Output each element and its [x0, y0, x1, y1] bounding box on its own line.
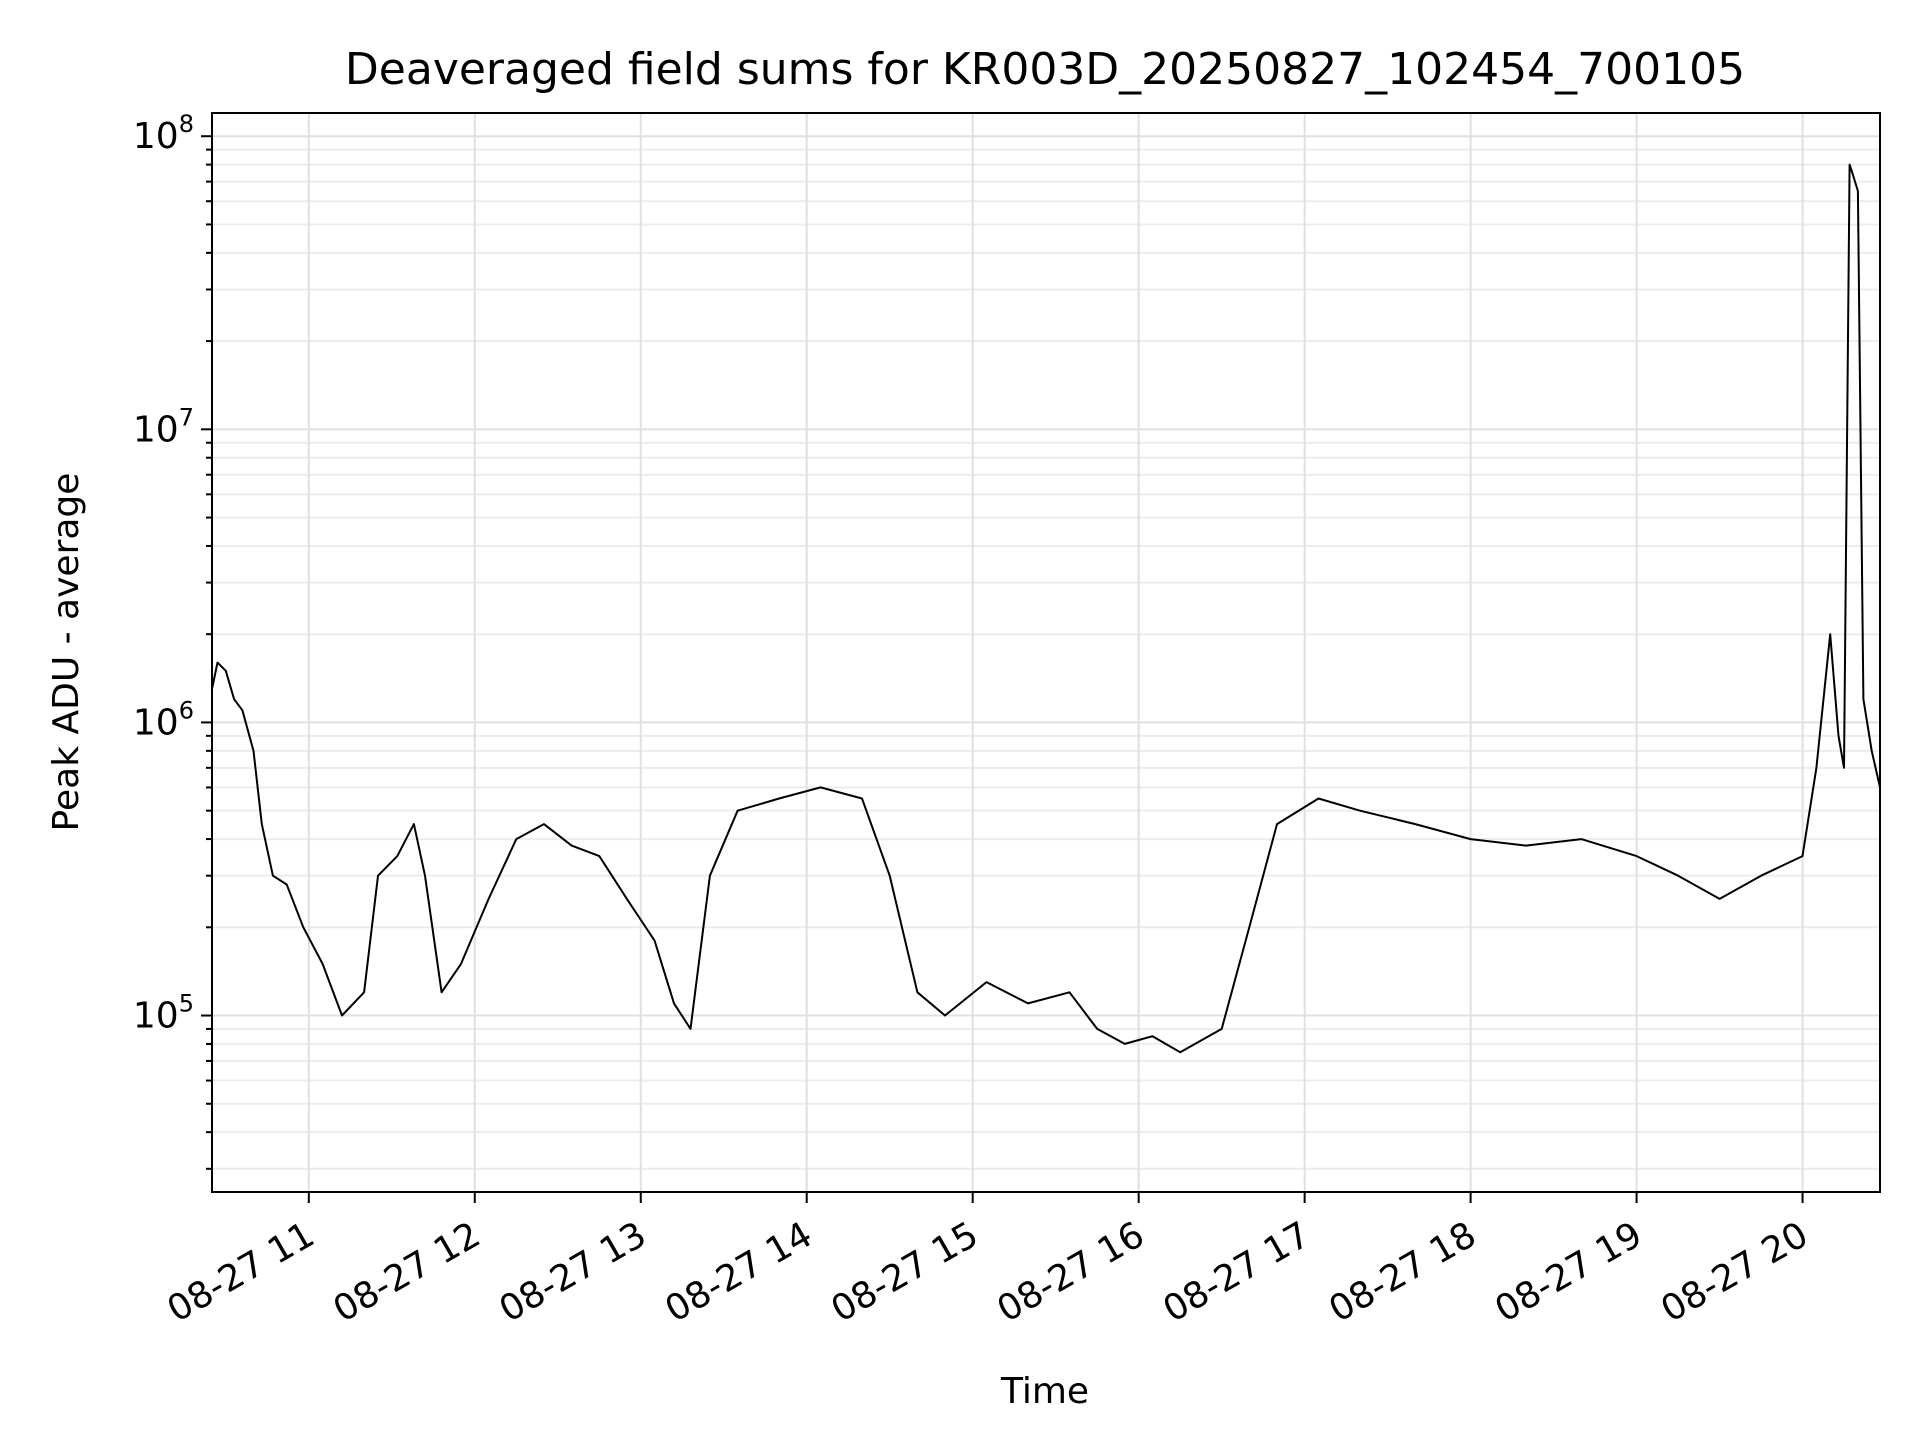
chart-title: Deaveraged field sums for KR003D_2025082…: [345, 44, 1745, 95]
x-tick-label: 08-27 15: [825, 1214, 986, 1330]
x-tick-label: 08-27 14: [659, 1214, 820, 1330]
y-tick-label: 106: [133, 696, 194, 743]
x-tick-label: 08-27 11: [161, 1214, 322, 1330]
x-tick-label: 08-27 20: [1654, 1214, 1815, 1330]
x-axis-ticks: 08-27 11 08-27 12 08-27 13 08-27 14 08-27 15…: [161, 1192, 1815, 1331]
x-tick-label: 08-27 18: [1322, 1214, 1483, 1330]
x-tick-label: 08-27 16: [990, 1214, 1151, 1330]
x-tick-label: 08-27 17: [1156, 1214, 1317, 1330]
y-tick-label: 108: [133, 110, 194, 157]
x-tick-label: 08-27 12: [327, 1214, 488, 1330]
x-tick-label: 08-27 13: [493, 1214, 654, 1330]
grid: [212, 113, 1880, 1192]
y-tick-label: 105: [133, 990, 194, 1037]
plot-area: [211, 163, 1881, 1054]
y-axis-label: Peak ADU - average: [46, 473, 87, 832]
y-tick-label: 107: [133, 403, 194, 450]
y-axis-ticks: 105 106 107 108: [133, 110, 212, 1170]
x-axis-label: Time: [1000, 1371, 1089, 1412]
series-line: [211, 163, 1881, 1054]
axes-frame: [211, 112, 1881, 1193]
x-tick-label: 08-27 19: [1488, 1214, 1649, 1330]
